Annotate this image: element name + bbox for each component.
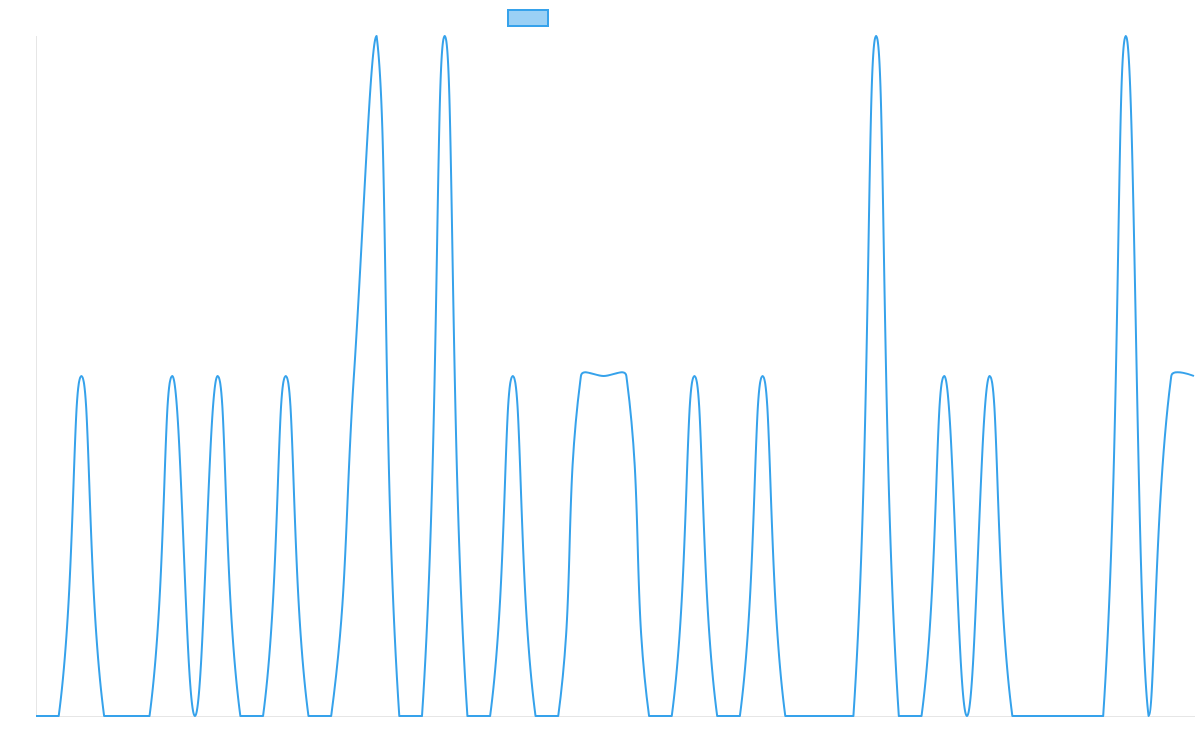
legend[interactable]: [507, 9, 549, 27]
series-line: [36, 35, 1195, 717]
series-layer: [36, 35, 1195, 717]
legend-swatch[interactable]: [507, 9, 549, 27]
